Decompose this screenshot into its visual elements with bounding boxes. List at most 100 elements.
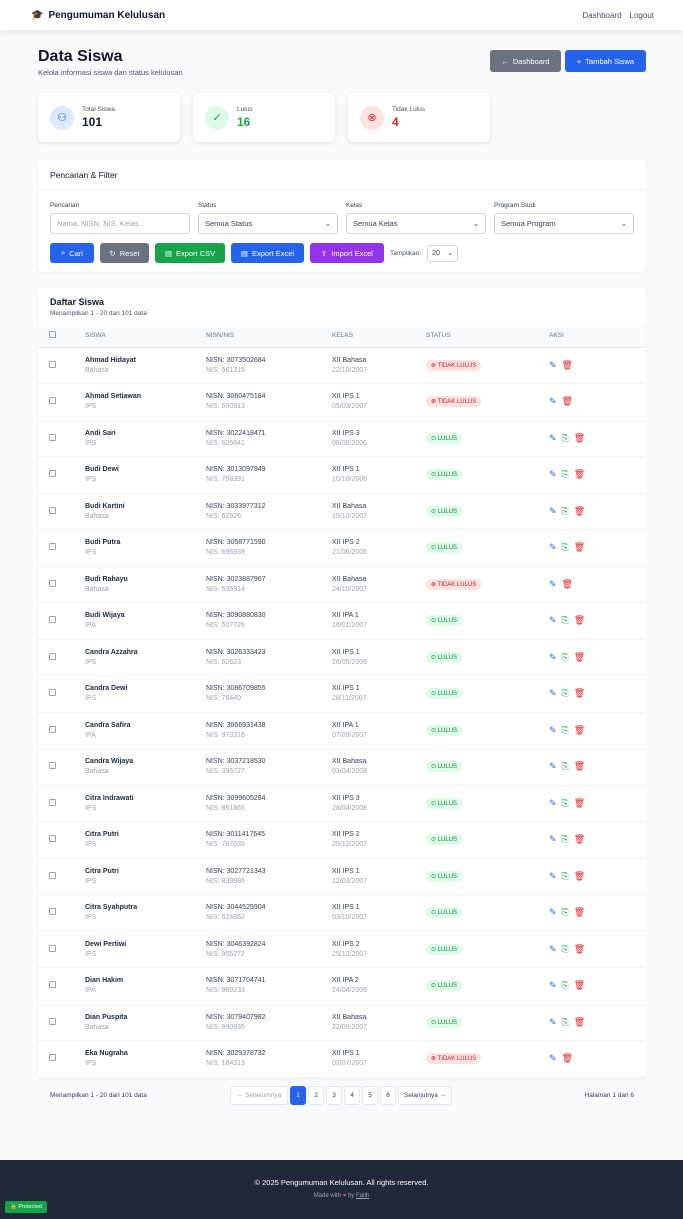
select-all-checkbox[interactable] [49, 331, 56, 339]
row-checkbox[interactable] [49, 944, 56, 952]
certificate-download-icon[interactable]: ⎘ [561, 980, 569, 991]
per-page-select[interactable]: 20 ⌄ [427, 244, 459, 262]
page-button[interactable]: 3 [326, 1085, 342, 1105]
edit-icon[interactable]: ✎ [549, 1053, 557, 1064]
delete-icon[interactable]: 🗑 [573, 432, 586, 443]
delete-icon[interactable]: 🗑 [573, 980, 586, 991]
export-excel-button[interactable]: ▤ Export Excel [231, 243, 304, 263]
certificate-download-icon[interactable]: ⎘ [561, 724, 569, 735]
row-checkbox[interactable] [49, 689, 56, 697]
delete-icon[interactable]: 🗑 [561, 359, 573, 370]
dashboard-button[interactable]: ← Dashboard [490, 50, 561, 72]
certificate-download-icon[interactable]: ⎘ [561, 943, 569, 954]
row-checkbox[interactable] [49, 762, 56, 770]
certificate-download-icon[interactable]: ⎘ [561, 651, 569, 662]
certificate-download-icon[interactable]: ⎘ [561, 761, 569, 772]
edit-icon[interactable]: ✎ [549, 359, 557, 370]
reset-button[interactable]: ↻ Reset [100, 243, 149, 263]
edit-icon[interactable]: ✎ [549, 834, 557, 845]
delete-icon[interactable]: 🗑 [573, 615, 586, 626]
delete-icon[interactable]: 🗑 [573, 688, 586, 699]
delete-icon[interactable]: 🗑 [573, 469, 586, 480]
page-button[interactable]: 1 [290, 1085, 306, 1105]
delete-icon[interactable]: 🗑 [573, 724, 586, 735]
kelas-select[interactable]: Semua Kelas ⌄ [346, 213, 486, 234]
row-checkbox[interactable] [49, 652, 56, 660]
delete-icon[interactable]: 🗑 [573, 1016, 586, 1027]
row-checkbox[interactable] [49, 1017, 56, 1025]
delete-icon[interactable]: 🗑 [561, 578, 573, 589]
certificate-download-icon[interactable]: ⎘ [561, 432, 569, 443]
certificate-download-icon[interactable]: ⎘ [561, 505, 569, 516]
row-checkbox[interactable] [49, 579, 56, 587]
delete-icon[interactable]: 🗑 [561, 396, 573, 407]
row-checkbox[interactable] [49, 835, 56, 843]
row-checkbox[interactable] [49, 798, 56, 806]
row-checkbox[interactable] [49, 397, 56, 405]
row-checkbox[interactable] [49, 543, 56, 551]
delete-icon[interactable]: 🗑 [573, 870, 586, 881]
certificate-download-icon[interactable]: ⎘ [561, 870, 569, 881]
search-button[interactable]: ⌕ Cari [50, 243, 94, 263]
delete-icon[interactable]: 🗑 [573, 907, 586, 918]
edit-icon[interactable]: ✎ [549, 907, 557, 918]
row-checkbox[interactable] [49, 725, 56, 733]
edit-icon[interactable]: ✎ [549, 724, 557, 735]
search-input[interactable]: Nama, NISN, NIS, Kelas... [50, 213, 190, 234]
delete-icon[interactable]: 🗑 [573, 505, 586, 516]
certificate-download-icon[interactable]: ⎘ [561, 615, 569, 626]
status-select[interactable]: Semua Status ⌄ [198, 213, 338, 234]
delete-icon[interactable]: 🗑 [573, 943, 586, 954]
page-button[interactable]: 2 [308, 1085, 324, 1105]
certificate-download-icon[interactable]: ⎘ [561, 797, 569, 808]
next-page-button[interactable]: Selanjutnya → [398, 1085, 452, 1105]
delete-icon[interactable]: 🗑 [573, 834, 586, 845]
certificate-download-icon[interactable]: ⎘ [561, 469, 569, 480]
edit-icon[interactable]: ✎ [549, 542, 557, 553]
delete-icon[interactable]: 🗑 [573, 542, 586, 553]
row-checkbox[interactable] [49, 908, 56, 916]
page-button[interactable]: 6 [380, 1085, 396, 1105]
row-checkbox[interactable] [49, 616, 56, 624]
edit-icon[interactable]: ✎ [549, 432, 557, 443]
export-csv-button[interactable]: ▤ Export CSV [155, 243, 225, 263]
row-checkbox[interactable] [49, 360, 56, 368]
nav-dashboard-link[interactable]: Dashboard [582, 10, 622, 20]
edit-icon[interactable]: ✎ [549, 943, 557, 954]
edit-icon[interactable]: ✎ [549, 615, 557, 626]
delete-icon[interactable]: 🗑 [573, 797, 586, 808]
edit-icon[interactable]: ✎ [549, 870, 557, 881]
edit-icon[interactable]: ✎ [549, 578, 557, 589]
edit-icon[interactable]: ✎ [549, 505, 557, 516]
nav-logout-link[interactable]: Logout [629, 10, 654, 20]
add-student-button[interactable]: + Tambah Siswa [565, 50, 646, 72]
row-checkbox[interactable] [49, 470, 56, 478]
row-checkbox[interactable] [49, 1054, 56, 1062]
page-button[interactable]: 5 [362, 1085, 378, 1105]
edit-icon[interactable]: ✎ [549, 688, 557, 699]
prev-page-button[interactable]: ← Sebelumnya [230, 1085, 288, 1105]
row-checkbox[interactable] [49, 981, 56, 989]
edit-icon[interactable]: ✎ [549, 396, 557, 407]
row-checkbox[interactable] [49, 433, 56, 441]
brand[interactable]: 🎓 Pengumuman Kelulusan [31, 10, 165, 21]
row-checkbox[interactable] [49, 871, 56, 879]
delete-icon[interactable]: 🗑 [573, 761, 586, 772]
edit-icon[interactable]: ✎ [549, 469, 557, 480]
row-checkbox[interactable] [49, 506, 56, 514]
certificate-download-icon[interactable]: ⎘ [561, 1016, 569, 1027]
edit-icon[interactable]: ✎ [549, 761, 557, 772]
program-select[interactable]: Semua Program ⌄ [494, 213, 634, 234]
edit-icon[interactable]: ✎ [549, 980, 557, 991]
page-button[interactable]: 4 [344, 1085, 360, 1105]
certificate-download-icon[interactable]: ⎘ [561, 688, 569, 699]
delete-icon[interactable]: 🗑 [573, 651, 586, 662]
certificate-download-icon[interactable]: ⎘ [561, 542, 569, 553]
certificate-download-icon[interactable]: ⎘ [561, 834, 569, 845]
edit-icon[interactable]: ✎ [549, 1016, 557, 1027]
delete-icon[interactable]: 🗑 [561, 1053, 573, 1064]
edit-icon[interactable]: ✎ [549, 797, 557, 808]
certificate-download-icon[interactable]: ⎘ [561, 907, 569, 918]
import-excel-button[interactable]: ⇧ Import Excel [310, 243, 384, 263]
edit-icon[interactable]: ✎ [549, 651, 557, 662]
